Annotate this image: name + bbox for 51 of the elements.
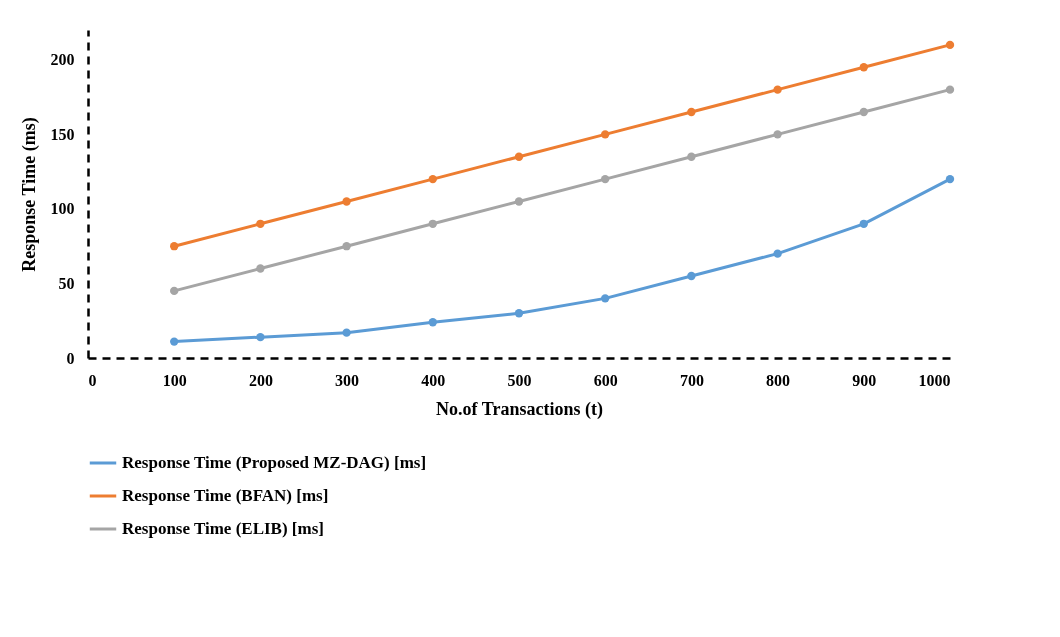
point <box>170 337 179 346</box>
point <box>859 107 868 117</box>
point <box>170 242 179 251</box>
point <box>773 249 782 258</box>
x-tick-label: 100 <box>162 371 187 389</box>
x-axis-title: No.of Transactions (t) <box>436 398 603 420</box>
point <box>859 219 868 228</box>
x-tick-label: 900 <box>852 371 877 389</box>
y-axis-title: Response Time (ms) <box>18 117 40 272</box>
point <box>859 63 868 72</box>
x-tick-label: 0 <box>88 371 97 389</box>
x-tick-label: 1000 <box>918 371 951 389</box>
x-tick-label: 300 <box>335 371 360 389</box>
x-tick-label: 600 <box>593 371 618 389</box>
point <box>428 318 437 327</box>
point <box>601 294 610 303</box>
point <box>773 85 782 94</box>
legend-label: Response Time (Proposed MZ-DAG) [ms] <box>122 453 427 472</box>
y-tick-label: 200 <box>50 51 75 69</box>
point <box>342 328 351 337</box>
point <box>945 174 955 184</box>
point <box>342 242 351 251</box>
legend-label: Response Time (BFAN) [ms] <box>122 486 329 505</box>
point <box>687 107 696 117</box>
point <box>428 219 437 228</box>
point <box>687 152 696 161</box>
point <box>256 219 265 228</box>
point <box>170 286 179 296</box>
point <box>514 197 524 206</box>
point <box>342 197 351 206</box>
y-tick-label: 50 <box>58 274 75 292</box>
point <box>256 264 265 273</box>
point <box>514 152 524 161</box>
point <box>945 40 955 50</box>
x-tick-label: 400 <box>421 371 446 389</box>
y-tick-label: 0 <box>66 349 75 367</box>
point <box>945 85 955 94</box>
y-tick-label: 100 <box>50 200 75 218</box>
point <box>601 174 610 184</box>
point <box>514 309 524 318</box>
point <box>687 271 696 281</box>
x-tick-label: 700 <box>679 371 704 389</box>
x-tick-label: 200 <box>248 371 273 389</box>
point <box>428 174 437 184</box>
y-tick-label: 150 <box>50 125 75 143</box>
point <box>256 332 265 342</box>
point <box>773 130 782 139</box>
legend-label: Response Time (ELIB) [ms] <box>122 519 324 538</box>
x-tick-label: 800 <box>766 371 791 389</box>
x-tick-label: 500 <box>507 371 532 389</box>
point <box>601 130 610 139</box>
